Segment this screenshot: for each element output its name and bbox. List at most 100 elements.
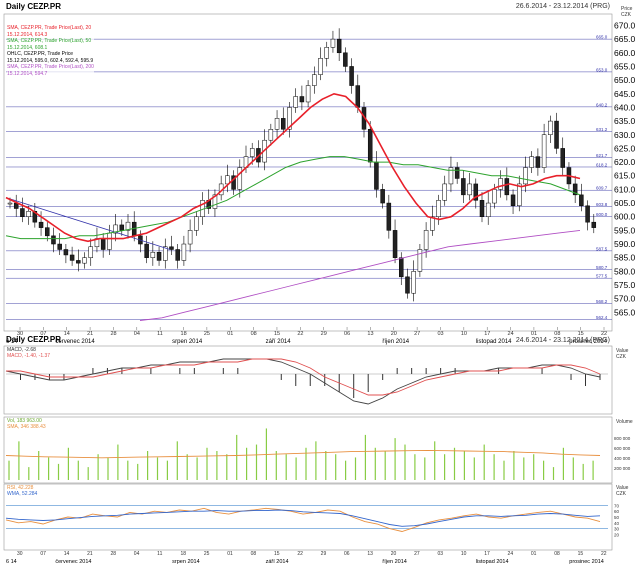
rsi-currency-label: CZK (616, 491, 626, 497)
bottom-day-label: 06 (344, 551, 350, 557)
candle-body (324, 47, 329, 59)
price-legend: SMA, CEZP.PR, Trade Price(Last), 20 15.1… (7, 25, 94, 77)
macd-legend-line1: MACD, -2.68 (7, 347, 36, 353)
candle-body (144, 243, 149, 258)
legend-sma20: SMA, CEZP.PR, Trade Price(Last), 20 (7, 25, 92, 31)
candle-body (330, 38, 336, 48)
price-tick-label: 665.0 (614, 34, 636, 44)
bottom-day-label: 21 (87, 551, 93, 557)
candle-body (156, 251, 162, 261)
price-tick-label: 585.0 (614, 253, 636, 263)
candle-body (367, 129, 373, 163)
candle-body (169, 246, 174, 250)
day-label: 30 (17, 331, 23, 337)
candle-body (498, 178, 503, 190)
candle-body (274, 118, 280, 130)
candle-body (479, 200, 485, 217)
bottom-month-label: říjen 2014 (382, 559, 406, 565)
candle-body (374, 161, 379, 190)
candle-body (492, 189, 497, 204)
macd-legend: MACD, -2.68 MACD, -1.40, -1.37 (7, 347, 50, 359)
day-label: 22 (601, 331, 607, 337)
candle-body (7, 202, 13, 205)
bottom-day-label: 28 (110, 551, 116, 557)
bottom-day-label: 24 (508, 551, 514, 557)
day-label: 13 (367, 331, 373, 337)
candle-body (343, 52, 348, 67)
price-tick-label: 650.0 (614, 75, 636, 85)
candle-body (312, 74, 317, 86)
month-label: září 2014 (266, 339, 292, 345)
day-label: 07 (40, 331, 46, 337)
day-label: 18 (181, 331, 187, 337)
bottom-day-label: 18 (181, 551, 187, 557)
price-tick-label: 590.0 (614, 239, 636, 249)
candle-body (63, 249, 69, 256)
price-tick-label: 580.0 (614, 266, 636, 276)
candle-body (591, 221, 597, 228)
day-label: 17 (484, 331, 490, 337)
rsi-panel-frame (3, 483, 613, 551)
price-unit-label: Price (621, 6, 633, 12)
candle-body (579, 194, 584, 207)
support-label: 580.7 (596, 265, 608, 270)
candle-body (45, 227, 50, 237)
bottom-day-label: 03 (437, 551, 443, 557)
candle-body (349, 66, 354, 86)
macd-line (5, 358, 601, 405)
volume-tick-label: 400 000 (614, 456, 631, 461)
bottom-day-label: 29 (321, 551, 327, 557)
sma50-line (5, 156, 581, 240)
bottom-day-label: 15 (578, 551, 584, 557)
support-label: 577.5 (596, 274, 608, 279)
bottom-day-label: 10 (461, 551, 467, 557)
bottom-day-label: 17 (484, 551, 490, 557)
currency-unit-label: CZK (621, 12, 631, 18)
candle-body (473, 183, 479, 201)
vol-legend-line2: SMA, 346 388.43 (7, 424, 46, 430)
volume-panel-frame (3, 416, 613, 484)
bottom-day-label: 13 (367, 551, 373, 557)
candle-body (318, 58, 323, 75)
candle-body (585, 205, 590, 223)
bottom-day-label: 20 (391, 551, 397, 557)
rsi-legend-line2: WMA, 52.284 (7, 491, 38, 497)
macd-currency-label: CZK (616, 354, 626, 360)
macd-unit-label: Value (616, 348, 629, 354)
legend-sma20-value: 15.12.2014, 614.3 (7, 31, 48, 38)
macd-legend-line2: MACD, -1.40, -1.37 (7, 353, 51, 359)
candle-body (548, 120, 553, 136)
price-tick-label: 610.0 (614, 184, 636, 194)
chart-title: Daily CEZP.PR (6, 2, 61, 11)
month-label: srpen 2014 (172, 339, 203, 345)
candle-body (448, 167, 454, 185)
bottom-day-label: 04 (134, 551, 140, 557)
candle-body (187, 230, 193, 245)
candle-body (163, 246, 168, 261)
candle-body (287, 107, 292, 130)
month-label: listopad 2014 (476, 339, 512, 345)
bottom-day-label: 11 (157, 551, 162, 557)
indicator-date-range: 24.6.2014 - 23.12.2014 (PRG) (515, 337, 610, 344)
price-tick-label: 645.0 (614, 89, 636, 99)
candle-body (392, 230, 398, 258)
rsi-tick-label: 40 (614, 521, 620, 526)
legend-sma50: SMA, CEZP.PR, Trade Price(Last), 50 (7, 38, 92, 44)
bottom-day-label: 14 (64, 551, 70, 557)
price-tick-label: 600.0 (614, 212, 636, 222)
bottom-day-label: 27 (414, 551, 420, 557)
price-tick-label: 595.0 (614, 225, 636, 235)
volume-tick-label: 200 000 (614, 466, 631, 471)
rsi-legend: RSI, 42.228 WMA, 52.284 (7, 485, 37, 497)
price-tick-label: 570.0 (614, 294, 636, 304)
price-tick-label: 620.0 (614, 157, 636, 167)
bottom-month-label: srpen 2014 (172, 559, 200, 565)
trend-line (5, 197, 171, 250)
bottom-day-label: 01 (227, 551, 233, 557)
rsi-unit-label: Value (616, 485, 629, 491)
rsi-tick-label: 50 (614, 515, 620, 520)
price-tick-label: 670.0 (614, 20, 636, 30)
candle-body (485, 202, 491, 217)
candle-body (57, 243, 62, 250)
candle-body (430, 216, 435, 231)
